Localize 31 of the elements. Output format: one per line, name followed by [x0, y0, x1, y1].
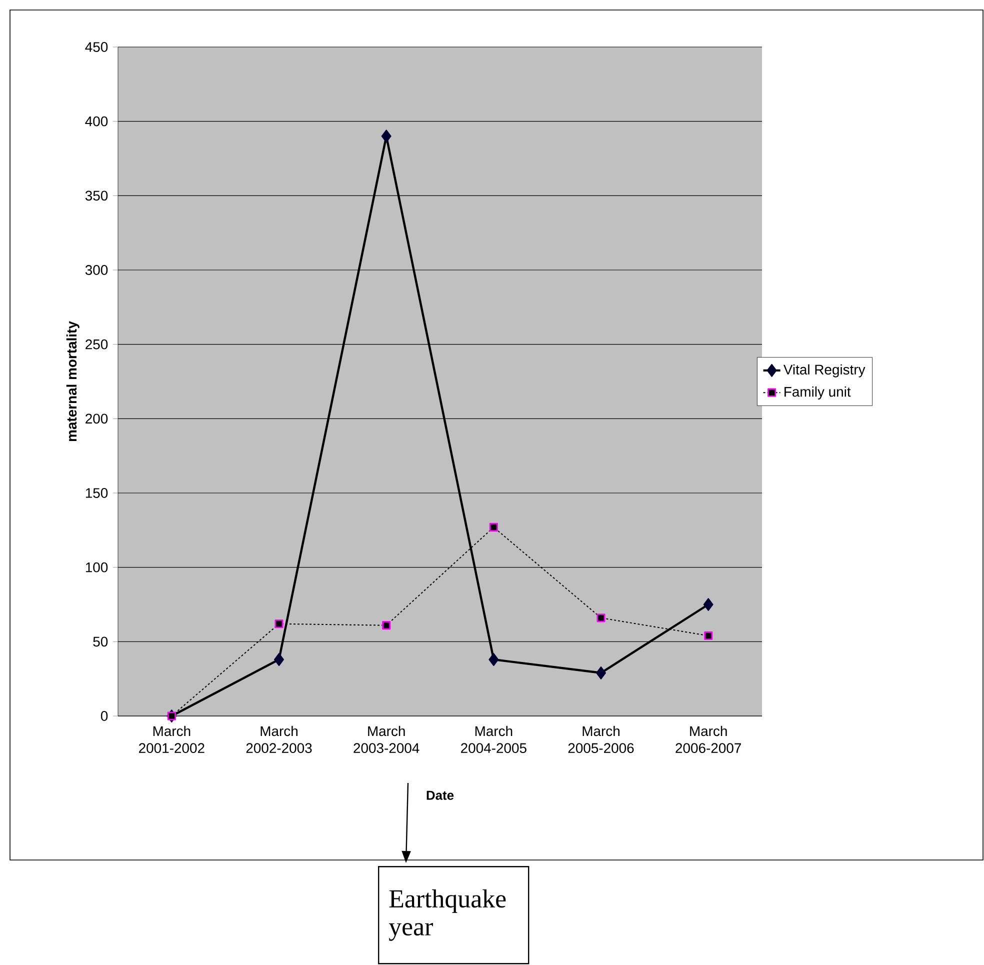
x-tick-label: March 2005-2006	[568, 726, 634, 754]
point	[704, 631, 713, 640]
point	[596, 666, 606, 680]
y-tick-label: 150	[86, 488, 108, 498]
y-tick-label: 400	[85, 116, 108, 126]
point	[274, 653, 284, 666]
point	[703, 598, 714, 612]
x-tick-label: March 2003-2004	[354, 726, 420, 754]
y-tick-label: 200	[86, 414, 108, 424]
x-axis-title: Date	[426, 790, 454, 800]
text: Earthquake year	[388, 889, 506, 941]
point	[596, 614, 606, 622]
x-tick-label: March 2001-2002	[139, 726, 204, 754]
y-tick-label: 450	[85, 42, 108, 52]
x-tick-label: March 2004-2005	[461, 726, 526, 754]
point	[274, 620, 284, 628]
y-axis-title: maternal mortality	[66, 321, 80, 442]
x-tick-label: March 2002-2003	[246, 726, 312, 754]
legend-label: Family unit	[784, 386, 851, 400]
point	[488, 653, 499, 666]
y-tick-label: 250	[86, 339, 108, 350]
y-tick-label: 50	[93, 636, 108, 647]
y-tick-label: 0	[100, 711, 108, 721]
y-tick-label: 350	[85, 190, 108, 201]
legend-label: Vital Registry	[783, 364, 866, 378]
y-tick-label: 300	[85, 265, 108, 275]
point	[381, 130, 392, 143]
point	[489, 522, 498, 532]
y-tick-label: 100	[86, 562, 108, 572]
x-tick-label: March 2006-2007	[676, 726, 741, 754]
point	[382, 621, 391, 630]
